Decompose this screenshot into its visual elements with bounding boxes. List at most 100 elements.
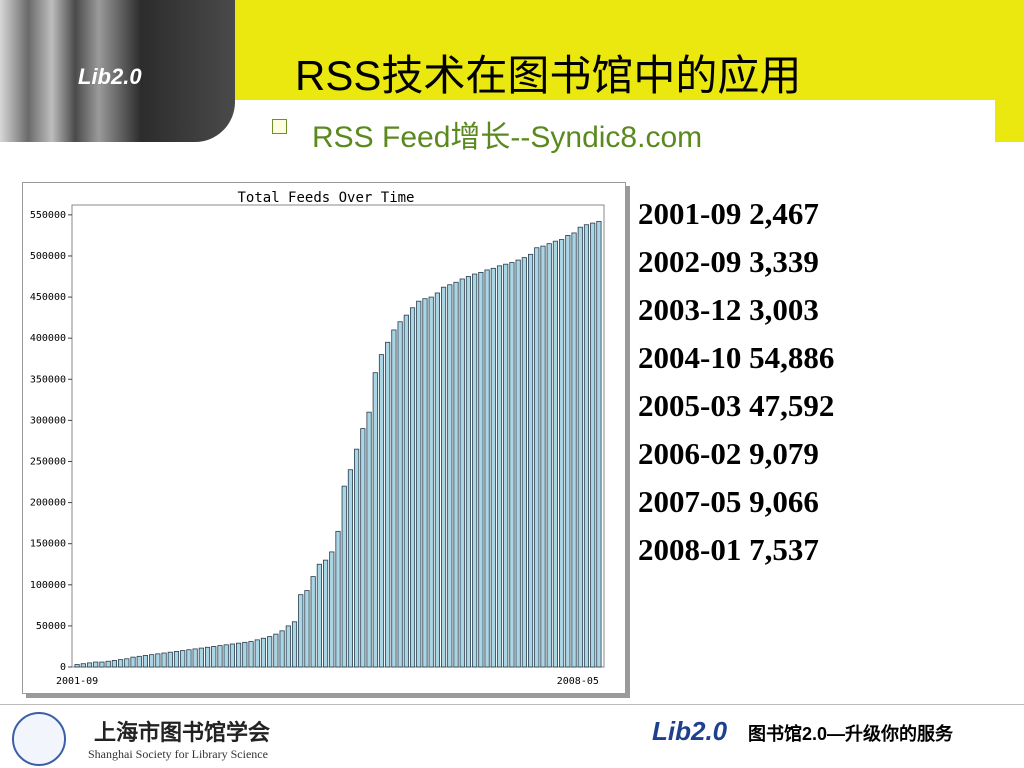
bar <box>310 576 316 668</box>
bar <box>291 621 298 668</box>
y-tick-label: 0 <box>60 662 66 673</box>
bar <box>236 642 242 668</box>
x-tick-label: 2001-09 <box>56 676 98 687</box>
bar <box>496 265 503 668</box>
bar <box>167 651 173 668</box>
bar <box>93 661 99 668</box>
slide-title: RSS技术在图书馆中的应用 <box>295 52 802 99</box>
bar <box>105 660 111 668</box>
bar <box>304 590 310 668</box>
bar <box>540 245 546 668</box>
header-band-right <box>995 100 1024 142</box>
footer-org-en: Shanghai Society for Library Science <box>88 747 268 761</box>
bar <box>372 372 378 668</box>
stat-line: 2007-05 9,066 <box>638 484 819 519</box>
bar <box>521 257 527 668</box>
x-tick-label: 2008-05 <box>557 676 599 687</box>
stat-line: 2006-02 9,079 <box>638 436 819 471</box>
stat-line: 2003-12 3,003 <box>638 292 819 327</box>
bar <box>80 663 86 668</box>
bar <box>453 281 459 668</box>
bar <box>378 354 385 668</box>
bar <box>130 656 136 668</box>
stat-line: 2001-09 2,467 <box>638 196 819 231</box>
y-tick-label: 350000 <box>30 374 66 385</box>
bar <box>391 329 397 668</box>
y-tick-label: 50000 <box>36 621 66 632</box>
bar <box>111 660 117 668</box>
bar <box>74 664 80 668</box>
bar <box>149 654 155 668</box>
bar <box>192 648 198 668</box>
bar <box>552 240 558 668</box>
subtitle: RSS Feed增长--Syndic8.com <box>312 121 703 154</box>
bar <box>409 307 416 668</box>
bar <box>347 469 353 668</box>
bar <box>590 222 596 668</box>
bar <box>441 286 447 668</box>
bar <box>434 292 440 668</box>
y-tick-label: 100000 <box>30 580 66 591</box>
bar <box>136 655 142 668</box>
y-tick-label: 150000 <box>30 539 66 550</box>
bar <box>118 659 124 668</box>
bar <box>484 269 490 668</box>
bar <box>577 226 583 668</box>
bar <box>385 341 391 668</box>
bar <box>254 639 260 668</box>
bar <box>329 551 335 668</box>
y-tick-label: 250000 <box>30 456 66 467</box>
bar <box>285 625 291 668</box>
bar <box>366 411 372 668</box>
bar <box>86 662 93 668</box>
bar <box>211 646 217 668</box>
bar <box>267 636 273 668</box>
bar <box>335 530 341 668</box>
y-tick-label: 450000 <box>30 292 66 303</box>
bar <box>565 235 571 668</box>
footer-org-cn: 上海市图书馆学会 <box>94 720 271 746</box>
chart-title: Total Feeds Over Time <box>237 190 414 206</box>
bar <box>459 278 465 668</box>
bar <box>180 650 186 668</box>
bar <box>571 232 577 668</box>
logo: Lib2.0 <box>78 64 142 89</box>
bar <box>186 649 192 668</box>
bar <box>161 652 167 668</box>
footer-logo: Lib2.0 <box>652 716 728 746</box>
bar <box>559 239 565 668</box>
bar <box>99 661 105 668</box>
bar <box>316 563 322 668</box>
photo-block <box>0 0 235 142</box>
bar <box>223 644 229 668</box>
bullet <box>272 119 287 134</box>
stat-line: 2008-01 7,537 <box>638 532 819 567</box>
bar <box>534 247 540 668</box>
bar <box>397 321 403 668</box>
bar <box>248 641 254 668</box>
chart: Total Feeds Over Time 0 50000 100000 150000… <box>30 190 605 687</box>
bar <box>465 276 472 668</box>
bar <box>217 645 223 668</box>
bar <box>323 559 329 668</box>
bar <box>596 221 602 668</box>
bar <box>472 273 478 668</box>
bar <box>527 253 534 668</box>
y-tick-label: 500000 <box>30 251 66 262</box>
bar <box>341 485 347 668</box>
bar <box>354 448 360 668</box>
y-tick-label: 200000 <box>30 498 66 509</box>
bar <box>478 272 484 668</box>
bar <box>260 637 267 668</box>
bar <box>124 658 130 668</box>
bar <box>428 296 434 668</box>
bar <box>490 267 496 668</box>
footer-rule <box>0 704 1024 705</box>
bar <box>155 653 161 668</box>
bar <box>279 630 285 668</box>
bar <box>360 428 366 668</box>
bar <box>273 633 279 668</box>
stat-line: 2004-10 54,886 <box>638 340 835 375</box>
bar <box>142 655 149 668</box>
